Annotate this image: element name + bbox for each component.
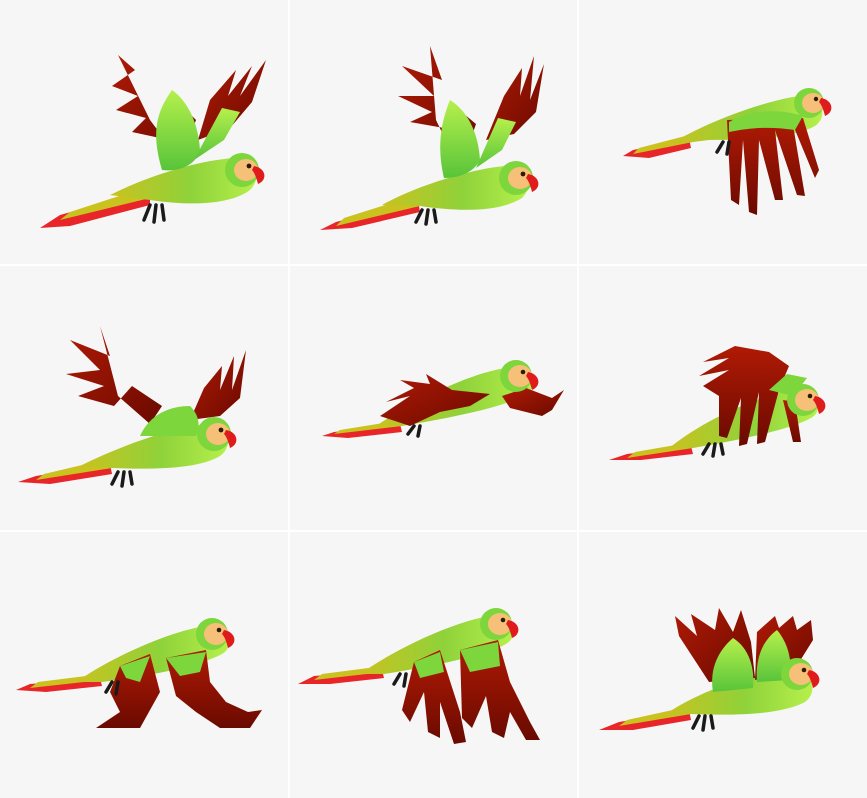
parrot-icon: [609, 346, 826, 460]
frame-2: [290, 0, 577, 264]
parrot-icon: [322, 360, 564, 438]
parrot-icon: [298, 608, 540, 744]
parrot-icon: [16, 618, 262, 728]
parrot-icon: [320, 46, 544, 230]
frame-1: [0, 0, 288, 264]
parrot-icon: [18, 326, 246, 488]
frame-8: [290, 532, 577, 798]
frame-3: [579, 0, 867, 264]
frame-7: [0, 532, 288, 798]
parrot-icon: [623, 88, 832, 215]
parrot-icon: [599, 608, 820, 732]
frame-4: [0, 266, 288, 530]
frame-5: [290, 266, 577, 530]
frame-6: [579, 266, 867, 530]
frame-9: [579, 532, 867, 798]
parrot-icon: [40, 55, 266, 228]
